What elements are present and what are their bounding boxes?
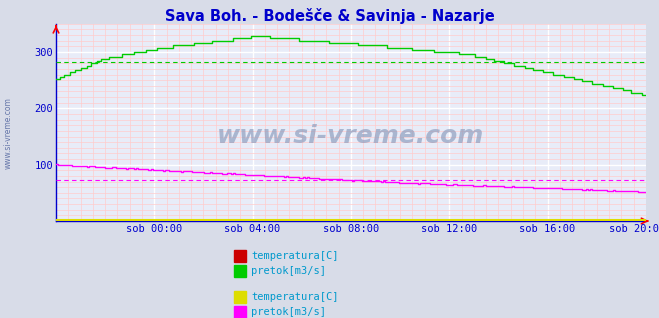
Text: www.si-vreme.com: www.si-vreme.com <box>217 124 484 148</box>
Text: temperatura[C]: temperatura[C] <box>251 251 339 261</box>
Text: sob 20:00: sob 20:00 <box>609 224 659 233</box>
Text: pretok[m3/s]: pretok[m3/s] <box>251 266 326 276</box>
Text: www.si-vreme.com: www.si-vreme.com <box>3 98 13 169</box>
Text: Sava Boh. - Bodešče & Savinja - Nazarje: Sava Boh. - Bodešče & Savinja - Nazarje <box>165 8 494 24</box>
Text: temperatura[C]: temperatura[C] <box>251 292 339 302</box>
Text: pretok[m3/s]: pretok[m3/s] <box>251 308 326 317</box>
